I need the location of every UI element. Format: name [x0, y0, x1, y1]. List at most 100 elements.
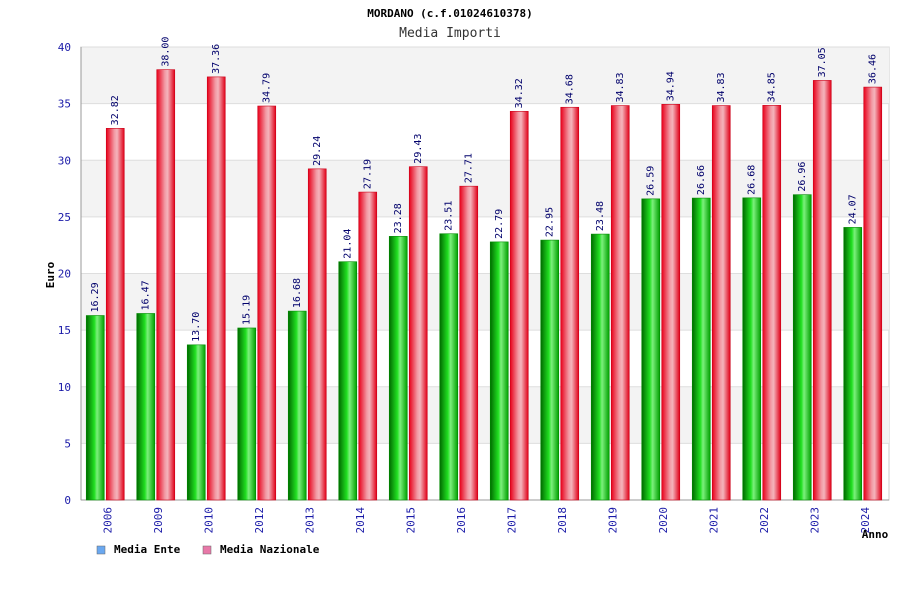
bar-media-nazionale-2010	[206, 76, 226, 501]
value-label: 29.24	[312, 136, 323, 166]
bar-media-ente-2022	[742, 197, 762, 501]
chart-title: MORDANO (c.f.01024610378)	[367, 7, 533, 20]
bar-media-ente-2014	[338, 261, 358, 501]
x-axis-ticks: 2006 2009 2010 2012 2013 2014 2015 2016 2017 2018…	[101, 507, 872, 534]
legend-swatch-media-nazionale	[202, 545, 212, 555]
value-label: 27.19	[363, 159, 374, 189]
bar-media-ente-2024	[843, 227, 863, 501]
bar-media-ente-2017	[489, 241, 509, 501]
value-label: 16.47	[141, 280, 152, 310]
bar-media-nazionale-2006	[105, 128, 125, 501]
bar-media-nazionale-2012	[257, 105, 277, 501]
x-tick-label: 2020	[657, 507, 670, 534]
value-label: 38.00	[161, 37, 172, 67]
x-tick-label: 2022	[758, 507, 771, 534]
value-label: 23.28	[393, 203, 404, 233]
bar-media-ente-2023	[792, 194, 812, 501]
x-tick-label: 2009	[152, 507, 165, 534]
bar-media-nazionale-2013	[307, 168, 327, 501]
bar-media-ente-2021	[691, 197, 711, 501]
value-label: 36.46	[868, 54, 879, 84]
bar-media-nazionale-2014	[358, 191, 378, 501]
bar-media-nazionale-2018	[560, 106, 580, 501]
x-axis-title: Anno	[862, 528, 889, 541]
x-tick-label: 2014	[354, 507, 367, 534]
value-label: 24.07	[848, 194, 859, 224]
bar-media-nazionale-2019	[610, 105, 630, 501]
bar-media-ente-2016	[439, 233, 459, 501]
bar-media-nazionale-2017	[509, 111, 529, 501]
value-label: 21.04	[343, 229, 354, 259]
y-tick-label: 10	[58, 381, 71, 394]
legend-swatch-media-ente	[96, 545, 106, 555]
x-tick-label: 2015	[404, 507, 417, 534]
value-label: 34.94	[666, 71, 677, 101]
bar-media-ente-2009	[136, 313, 156, 501]
value-label: 34.32	[514, 78, 525, 108]
bar-media-ente-2019	[590, 233, 610, 501]
x-tick-label: 2013	[303, 507, 316, 534]
value-labels: 16.29 32.82 16.47 38.00 13.70 37.36 15.19 34.79…	[90, 37, 879, 342]
bar-media-nazionale-2020	[661, 104, 681, 501]
bars	[85, 69, 883, 501]
x-tick-label: 2012	[253, 507, 266, 534]
bar-media-nazionale-2024	[863, 86, 883, 501]
value-label: 29.43	[413, 134, 424, 164]
value-label: 23.48	[595, 201, 606, 231]
y-tick-label: 30	[58, 154, 71, 167]
value-label: 23.51	[444, 201, 455, 231]
y-tick-label: 35	[58, 98, 71, 111]
y-tick-label: 15	[58, 324, 71, 337]
bar-media-ente-2010	[186, 344, 206, 501]
x-tick-label: 2017	[505, 507, 518, 534]
bar-media-nazionale-2021	[711, 105, 731, 501]
value-label: 16.68	[292, 278, 303, 308]
value-label: 34.68	[565, 74, 576, 104]
value-label: 34.83	[615, 72, 626, 102]
bar-media-ente-2012	[237, 327, 257, 501]
value-label: 26.96	[797, 162, 808, 192]
value-label: 16.29	[90, 282, 101, 312]
value-label: 34.79	[262, 73, 273, 103]
value-label: 22.95	[545, 207, 556, 237]
x-tick-label: 2024	[859, 507, 872, 534]
x-tick-label: 2016	[455, 507, 468, 534]
value-label: 26.59	[646, 166, 657, 196]
y-tick-label: 25	[58, 211, 71, 224]
y-axis-title: Euro	[44, 261, 57, 288]
bar-media-nazionale-2015	[408, 166, 428, 501]
x-tick-label: 2018	[556, 507, 569, 534]
x-tick-label: 2019	[606, 507, 619, 534]
value-label: 26.66	[696, 165, 707, 195]
legend-label-media-ente: Media Ente	[114, 543, 181, 556]
value-label: 26.68	[747, 165, 758, 195]
y-tick-label: 5	[64, 437, 71, 450]
bar-media-ente-2015	[388, 236, 408, 501]
value-label: 32.82	[110, 95, 121, 125]
x-tick-label: 2006	[101, 507, 114, 534]
bar-media-ente-2006	[85, 315, 105, 501]
value-label: 15.19	[242, 295, 253, 325]
legend: Media Ente Media Nazionale	[96, 543, 320, 556]
x-tick-label: 2021	[707, 507, 720, 534]
value-label: 37.05	[817, 47, 828, 77]
value-label: 34.83	[716, 72, 727, 102]
bar-media-ente-2013	[287, 310, 307, 501]
y-tick-label: 20	[58, 268, 71, 281]
bar-media-ente-2020	[641, 198, 661, 501]
bar-media-ente-2018	[540, 239, 560, 501]
legend-label-media-nazionale: Media Nazionale	[220, 543, 320, 556]
x-tick-label: 2010	[202, 507, 215, 534]
bar-media-nazionale-2009	[156, 69, 176, 501]
bar-media-nazionale-2023	[812, 80, 832, 501]
value-label: 27.71	[464, 153, 475, 183]
x-tick-label: 2023	[808, 507, 821, 534]
value-label: 34.85	[767, 72, 778, 102]
value-label: 22.79	[494, 209, 505, 239]
value-label: 13.70	[191, 312, 202, 342]
y-axis-ticks: 0 5 10 15 20 25 30 35 40	[58, 41, 71, 507]
y-tick-label: 40	[58, 41, 71, 54]
bar-media-nazionale-2022	[762, 105, 782, 501]
bar-media-nazionale-2016	[459, 185, 479, 501]
